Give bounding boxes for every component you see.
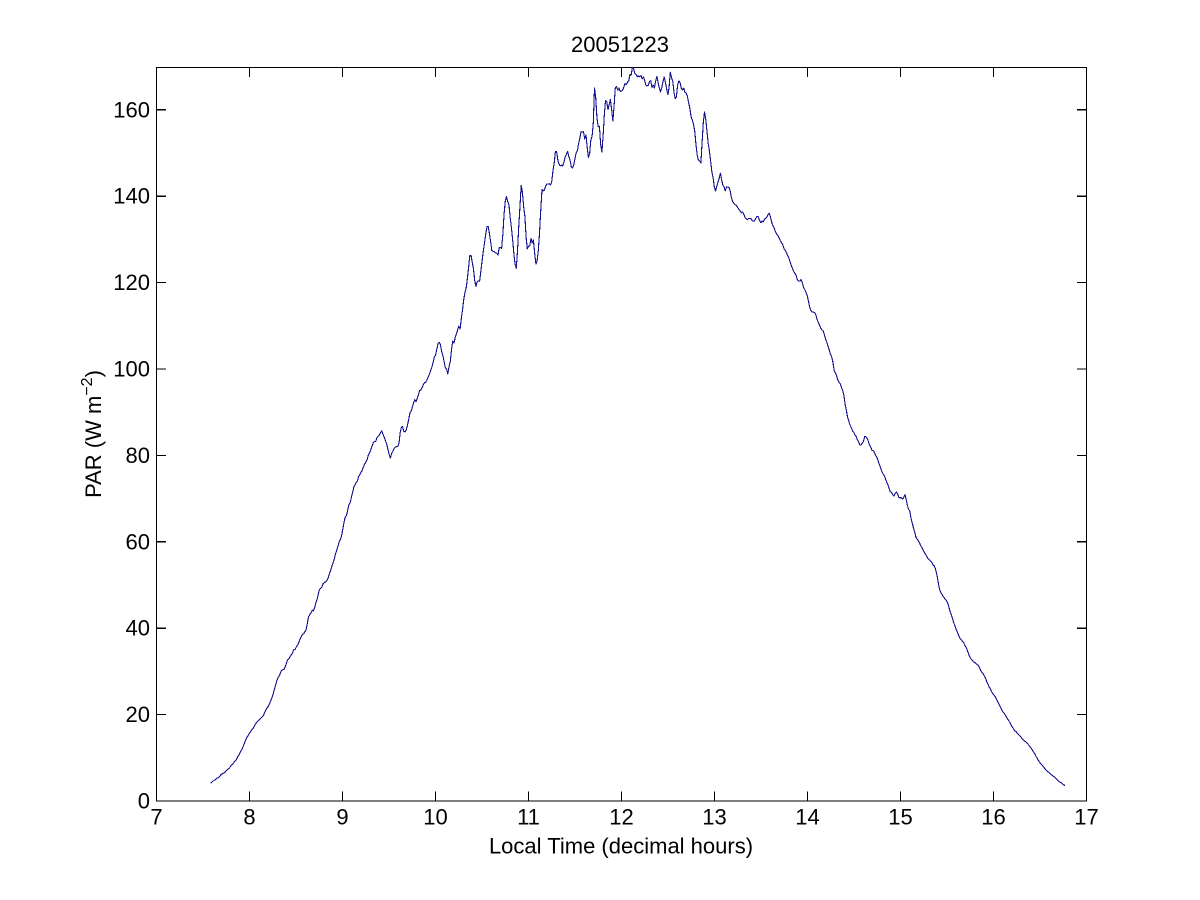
svg-text:100: 100 bbox=[113, 357, 150, 382]
svg-text:20: 20 bbox=[126, 702, 150, 727]
svg-text:160: 160 bbox=[113, 97, 150, 122]
svg-text:12: 12 bbox=[609, 805, 633, 830]
svg-text:120: 120 bbox=[113, 270, 150, 295]
svg-text:20051223: 20051223 bbox=[571, 32, 669, 57]
svg-text:14: 14 bbox=[795, 805, 819, 830]
svg-text:80: 80 bbox=[126, 443, 150, 468]
svg-text:11: 11 bbox=[517, 805, 540, 830]
svg-text:0: 0 bbox=[138, 789, 150, 814]
svg-text:15: 15 bbox=[888, 805, 912, 830]
svg-text:8: 8 bbox=[243, 805, 255, 830]
svg-text:60: 60 bbox=[126, 529, 150, 554]
svg-text:140: 140 bbox=[113, 184, 150, 209]
svg-text:9: 9 bbox=[336, 805, 348, 830]
svg-text:40: 40 bbox=[126, 616, 150, 641]
svg-text:10: 10 bbox=[423, 805, 447, 830]
svg-text:17: 17 bbox=[1074, 805, 1098, 830]
svg-text:13: 13 bbox=[702, 805, 726, 830]
svg-text:7: 7 bbox=[150, 805, 162, 830]
svg-text:Local Time (decimal hours): Local Time (decimal hours) bbox=[489, 834, 753, 859]
svg-text:16: 16 bbox=[981, 805, 1005, 830]
